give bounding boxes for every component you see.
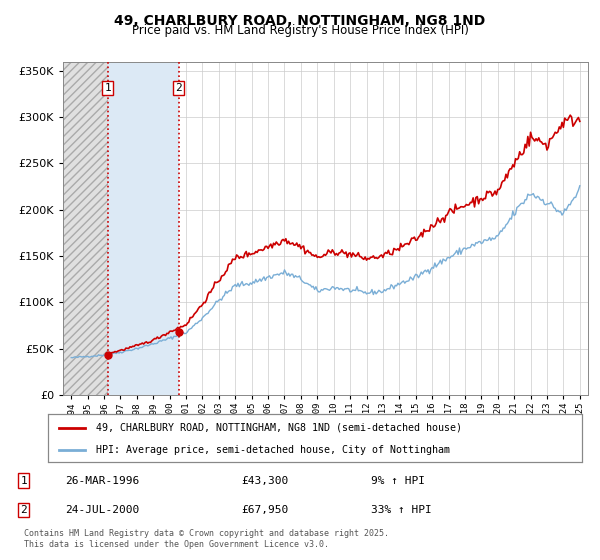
Bar <box>108 62 179 395</box>
Text: 24-JUL-2000: 24-JUL-2000 <box>65 505 139 515</box>
Text: 9% ↑ HPI: 9% ↑ HPI <box>371 475 425 486</box>
Text: £67,950: £67,950 <box>241 505 289 515</box>
Text: Contains HM Land Registry data © Crown copyright and database right 2025.
This d: Contains HM Land Registry data © Crown c… <box>24 529 389 549</box>
Text: 2: 2 <box>20 505 27 515</box>
Text: 49, CHARLBURY ROAD, NOTTINGHAM, NG8 1ND (semi-detached house): 49, CHARLBURY ROAD, NOTTINGHAM, NG8 1ND … <box>96 423 462 433</box>
Text: 49, CHARLBURY ROAD, NOTTINGHAM, NG8 1ND: 49, CHARLBURY ROAD, NOTTINGHAM, NG8 1ND <box>115 14 485 28</box>
Text: 33% ↑ HPI: 33% ↑ HPI <box>371 505 431 515</box>
Text: £43,300: £43,300 <box>241 475 289 486</box>
Text: 1: 1 <box>20 475 27 486</box>
Text: 26-MAR-1996: 26-MAR-1996 <box>65 475 139 486</box>
Text: HPI: Average price, semi-detached house, City of Nottingham: HPI: Average price, semi-detached house,… <box>96 445 450 455</box>
Bar <box>63 62 108 395</box>
Text: Price paid vs. HM Land Registry's House Price Index (HPI): Price paid vs. HM Land Registry's House … <box>131 24 469 36</box>
Text: 2: 2 <box>175 83 182 94</box>
Text: 1: 1 <box>104 83 111 94</box>
